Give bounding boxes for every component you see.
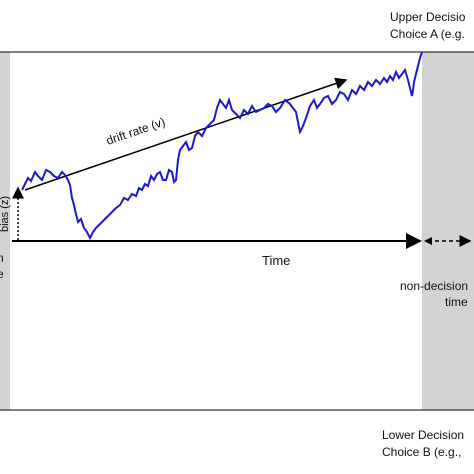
lower-label-2: Choice B (e.g., — [382, 445, 461, 459]
drift-label: drift rate (v) — [104, 115, 167, 148]
drift-arrow — [24, 77, 348, 191]
right-gray-strip — [422, 52, 474, 410]
time-label: Time — [262, 253, 290, 268]
left-cut-label-2: e — [0, 267, 4, 281]
non-decision-label-2: time — [445, 295, 468, 309]
left-cut-label-1: n — [0, 251, 4, 265]
left-gray-strip — [0, 52, 10, 410]
evidence-path — [21, 51, 423, 241]
lower-label-1: Lower Decision — [382, 428, 464, 442]
non-decision-label-1: non-decision — [400, 279, 468, 293]
non-decision-arrowhead — [424, 237, 432, 245]
upper-label-1: Upper Decisio — [390, 10, 466, 24]
bias-label: bias (z) — [0, 196, 11, 232]
upper-label-2: Choice A (e.g. — [390, 27, 465, 41]
